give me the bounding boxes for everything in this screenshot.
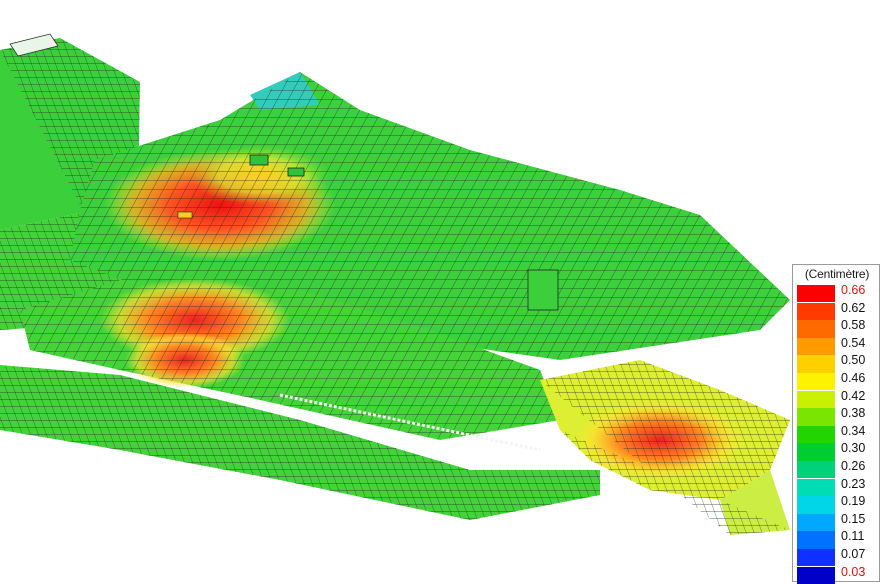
legend-value-label: 0.03: [841, 564, 866, 579]
legend-value-label: 0.07: [841, 547, 866, 561]
legend-swatch: [797, 496, 835, 514]
legend-value-label: 0.58: [841, 318, 866, 333]
legend-swatch: [797, 443, 835, 461]
right-wing: [540, 360, 790, 535]
legend-swatch: [797, 478, 835, 496]
legend-value-label: 0.15: [841, 511, 866, 526]
legend-swatch: [797, 531, 835, 549]
legend-value-label: 0.38: [841, 406, 866, 421]
legend-value-label: 0.66: [841, 283, 866, 297]
legend-swatch: [797, 302, 835, 320]
legend-value-label: 0.50: [841, 353, 866, 368]
legend-swatch: [797, 320, 835, 338]
legend-value-label: 0.26: [841, 459, 866, 473]
legend-swatch: [797, 390, 835, 408]
legend-swatch: [797, 355, 835, 373]
legend-swatch: [797, 285, 835, 303]
base-slab: [0, 365, 600, 520]
legend-value-label: 0.46: [841, 371, 866, 385]
legend-swatch: [797, 337, 835, 356]
legend-swatch: [797, 461, 835, 479]
color-scale-legend: (Centimètre) 0.66 0.62 0.58 0.54 0.50 0.46 0.4…: [792, 264, 880, 584]
legend-value-label: 0.23: [841, 476, 866, 491]
legend-swatch: [797, 549, 835, 567]
legend-value-label: 0.34: [841, 423, 866, 438]
legend-value-label: 0.30: [841, 441, 866, 456]
legend-value-label: 0.54: [841, 335, 866, 350]
legend-value-label: 0.62: [841, 300, 866, 315]
legend-swatch: [797, 425, 835, 444]
legend-value-label: 0.11: [841, 529, 865, 544]
roof-structures: [177, 154, 559, 311]
legend-swatch: [797, 373, 835, 391]
legend-swatch: [797, 566, 835, 584]
legend-swatch: [797, 408, 835, 426]
legend-value-label: 0.19: [841, 494, 866, 509]
legend-swatch: [797, 513, 835, 532]
legend-value-label: 0.42: [841, 388, 866, 403]
legend-unit-label: (Centimètre): [804, 267, 870, 281]
mid-platform: [20, 278, 560, 452]
